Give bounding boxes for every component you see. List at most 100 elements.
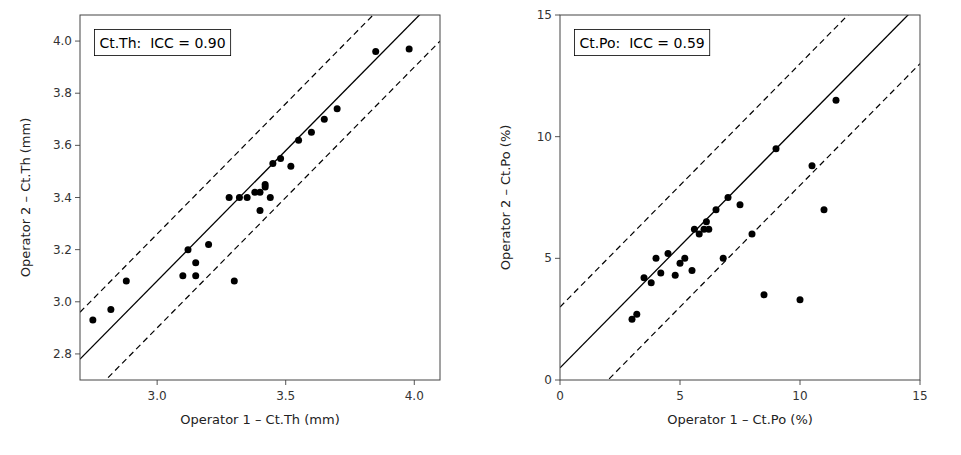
point	[648, 279, 655, 286]
point	[653, 255, 660, 262]
point	[833, 97, 840, 104]
point	[295, 137, 302, 144]
annotation: Ct.Po: ICC = 0.59	[574, 30, 709, 56]
x-tick	[285, 380, 286, 385]
point	[269, 160, 276, 167]
point	[797, 296, 804, 303]
plot-content	[80, 15, 440, 380]
y-tick-label: 2.8	[53, 347, 72, 361]
y-tick	[555, 258, 560, 259]
point	[705, 226, 712, 233]
panel: 051015051015Operator 1 – Ct.Po (%)Operat…	[498, 0, 928, 429]
point	[107, 306, 114, 313]
y-tick	[555, 136, 560, 137]
y-tick-label: 5	[544, 251, 552, 265]
point	[672, 272, 679, 279]
agreement-line	[80, 15, 440, 359]
plot-area	[560, 15, 920, 380]
point	[713, 206, 720, 213]
y-tick	[75, 301, 80, 302]
point	[205, 241, 212, 248]
y-tick	[75, 41, 80, 42]
annotation: Ct.Th: ICC = 0.90	[94, 30, 230, 56]
panel: 3.03.54.02.83.03.23.43.63.84.0Operator 1…	[18, 0, 440, 427]
point	[179, 272, 186, 279]
x-axis-label: Operator 1 – Ct.Th (mm)	[180, 412, 339, 427]
plot-frame	[80, 15, 440, 380]
y-axis-label: Operator 2 – Ct.Th (mm)	[18, 118, 33, 277]
point	[267, 194, 274, 201]
x-tick	[560, 380, 561, 385]
point	[809, 162, 816, 169]
point	[185, 246, 192, 253]
limit-line	[560, 15, 920, 307]
agreement-line	[560, 15, 920, 368]
point	[761, 291, 768, 298]
x-tick-label: 3.0	[148, 389, 167, 403]
ticks: 051015051015	[537, 8, 928, 403]
point	[257, 189, 264, 196]
point	[244, 194, 251, 201]
x-tick	[414, 380, 415, 385]
point	[703, 218, 710, 225]
annotation-box	[94, 30, 230, 56]
y-tick-label: 3.4	[53, 191, 72, 205]
point	[657, 269, 664, 276]
point	[773, 145, 780, 152]
point	[406, 45, 413, 52]
x-tick-label: 10	[792, 389, 807, 403]
x-tick	[157, 380, 158, 385]
annotation-box	[574, 30, 709, 56]
point	[720, 255, 727, 262]
point	[681, 255, 688, 262]
plot-area	[80, 15, 440, 380]
limit-line	[560, 64, 920, 380]
annotation-text: Ct.Th: ICC = 0.90	[99, 35, 225, 51]
x-tick-label: 4.0	[405, 389, 424, 403]
point	[287, 163, 294, 170]
x-tick-label: 15	[912, 389, 927, 403]
y-tick-label: 0	[544, 373, 552, 387]
x-axis-label: Operator 1 – Ct.Po (%)	[667, 412, 813, 427]
point	[821, 206, 828, 213]
y-tick-label: 3.2	[53, 243, 72, 257]
point	[641, 274, 648, 281]
point	[231, 277, 238, 284]
y-axis-label: Operator 2 – Ct.Po (%)	[498, 125, 513, 271]
point	[89, 317, 96, 324]
point	[689, 267, 696, 274]
y-tick	[75, 249, 80, 250]
x-tick	[680, 380, 681, 385]
annotation-text: Ct.Po: ICC = 0.59	[579, 35, 704, 51]
point	[737, 201, 744, 208]
figure: 3.03.54.02.83.03.23.43.63.84.0Operator 1…	[0, 0, 961, 455]
point	[308, 129, 315, 136]
point	[192, 259, 199, 266]
x-tick	[920, 380, 921, 385]
point	[334, 105, 341, 112]
plot-content	[560, 15, 920, 380]
x-tick	[800, 380, 801, 385]
point	[236, 194, 243, 201]
point	[725, 194, 732, 201]
y-tick-label: 4.0	[53, 34, 72, 48]
limit-line	[80, 15, 440, 312]
x-tick-label: 3.5	[276, 389, 295, 403]
y-tick	[555, 15, 560, 16]
y-tick-label: 3.8	[53, 86, 72, 100]
point	[372, 48, 379, 55]
plot-frame	[560, 15, 920, 380]
point	[749, 231, 756, 238]
point	[262, 181, 269, 188]
limit-line	[80, 41, 440, 380]
x-tick-label: 5	[676, 389, 684, 403]
y-tick	[555, 380, 560, 381]
point	[192, 272, 199, 279]
y-tick-label: 3.0	[53, 295, 72, 309]
y-tick-label: 15	[537, 8, 552, 22]
point	[633, 311, 640, 318]
point	[665, 250, 672, 257]
x-tick-label: 0	[556, 389, 564, 403]
point	[257, 207, 264, 214]
point	[226, 194, 233, 201]
